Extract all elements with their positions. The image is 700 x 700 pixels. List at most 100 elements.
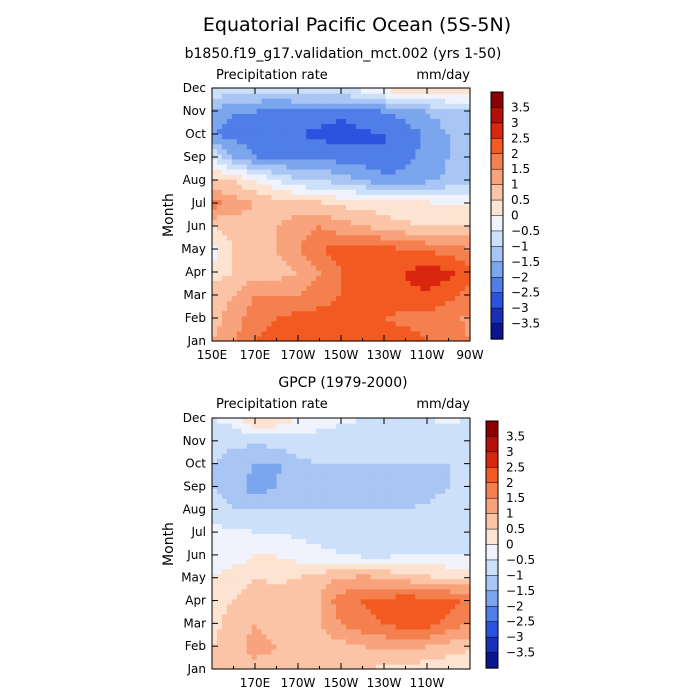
heatmap-cell — [236, 260, 243, 266]
heatmap-cell — [435, 133, 441, 140]
heatmap-cell — [306, 320, 312, 327]
heatmap-cell — [221, 310, 228, 317]
heatmap-cell — [231, 300, 238, 307]
heatmap-cell — [221, 618, 228, 625]
heatmap-cell — [410, 285, 417, 291]
heatmap-cell — [345, 179, 352, 185]
heatmap-cell — [460, 578, 466, 585]
heatmap-cell — [355, 280, 362, 286]
heatmap-cell — [271, 498, 278, 504]
heatmap-cell — [256, 138, 263, 145]
heatmap-cell — [306, 133, 312, 140]
heatmap-cell — [375, 189, 382, 195]
heatmap-cell — [350, 325, 357, 332]
heatmap-cell — [400, 184, 407, 190]
heatmap-cell — [425, 613, 431, 620]
heatmap-cell — [445, 463, 451, 469]
heatmap-cell — [350, 483, 357, 489]
heatmap-cell — [321, 538, 327, 545]
heatmap-cell — [301, 320, 307, 327]
heatmap-cell — [355, 163, 362, 170]
heatmap-cell — [291, 315, 297, 322]
heatmap-cell — [455, 249, 461, 256]
heatmap-cell — [286, 588, 292, 595]
heatmap-cell — [430, 330, 436, 337]
heatmap-cell — [365, 633, 372, 640]
heatmap-cell — [251, 249, 258, 256]
heatmap-cell — [465, 493, 471, 499]
heatmap-cell — [390, 224, 397, 231]
heatmap-cell — [326, 295, 332, 302]
heatmap-cell — [345, 93, 352, 99]
heatmap-cell — [271, 563, 278, 570]
heatmap-cell — [336, 143, 342, 150]
heatmap-cell — [306, 275, 312, 281]
heatmap-cell — [336, 118, 342, 125]
heatmap-cell — [400, 280, 407, 286]
heatmap-cell — [460, 598, 466, 605]
heatmap-cell — [331, 300, 337, 307]
heatmap-cell — [276, 493, 283, 499]
heatmap-cell — [221, 285, 228, 291]
heatmap-cell — [370, 295, 377, 302]
heatmap-cell — [345, 648, 352, 655]
heatmap-cell — [281, 163, 288, 170]
heatmap-cell — [345, 508, 352, 514]
heatmap-cell — [395, 593, 402, 600]
heatmap-cell — [216, 118, 223, 125]
heatmap-cell — [450, 270, 456, 276]
heatmap-cell — [306, 583, 312, 590]
heatmap-cell — [355, 618, 362, 625]
heatmap-cell — [405, 493, 412, 499]
heatmap-cell — [400, 244, 407, 251]
heatmap-cell — [236, 633, 243, 640]
heatmap-cell — [365, 588, 372, 595]
heatmap-cell — [212, 513, 218, 519]
heatmap-cell — [281, 98, 288, 104]
heatmap-cell — [231, 523, 238, 530]
heatmap-cell — [435, 128, 441, 135]
heatmap-cell — [256, 229, 263, 236]
heatmap-cell — [241, 179, 248, 185]
heatmap-cell — [400, 295, 407, 302]
heatmap-cell — [345, 553, 352, 560]
heatmap-cell — [365, 458, 372, 464]
heatmap-cell — [415, 275, 421, 281]
heatmap-cell — [355, 249, 362, 256]
heatmap-cell — [390, 290, 397, 297]
heatmap-cell — [296, 528, 302, 535]
heatmap-cell — [341, 133, 347, 140]
heatmap-cell — [400, 174, 407, 180]
heatmap-cell — [415, 583, 421, 590]
heatmap-cell — [336, 330, 342, 337]
heatmap-cell — [271, 503, 278, 509]
heatmap-cell — [271, 93, 278, 99]
heatmap-cell — [370, 335, 377, 342]
heatmap-cell — [420, 488, 426, 494]
heatmap-cell — [440, 280, 446, 286]
heatmap-cell — [380, 300, 387, 307]
heatmap-cell — [435, 158, 441, 165]
heatmap-cell — [326, 234, 332, 241]
heatmap-cell — [360, 260, 367, 266]
heatmap-cell — [440, 219, 446, 226]
heatmap-cell — [395, 463, 402, 469]
heatmap-cell — [375, 478, 382, 484]
heatmap-cell — [425, 254, 431, 261]
heatmap-cell — [251, 219, 258, 226]
heatmap-cell — [341, 518, 347, 525]
heatmap-cell — [216, 93, 223, 99]
heatmap-cell — [281, 224, 288, 231]
heatmap-cell — [430, 528, 436, 535]
heatmap-cell — [241, 123, 248, 130]
heatmap-cell — [236, 174, 243, 180]
heatmap-cell — [385, 184, 392, 190]
heatmap-cell — [465, 643, 471, 650]
heatmap-cell — [331, 623, 337, 630]
heatmap-cell — [390, 254, 397, 261]
heatmap-cell — [410, 209, 417, 216]
heatmap-cell — [440, 518, 446, 525]
heatmap-cell — [336, 548, 342, 555]
heatmap-cell — [231, 533, 238, 540]
heatmap-cell — [331, 270, 337, 276]
